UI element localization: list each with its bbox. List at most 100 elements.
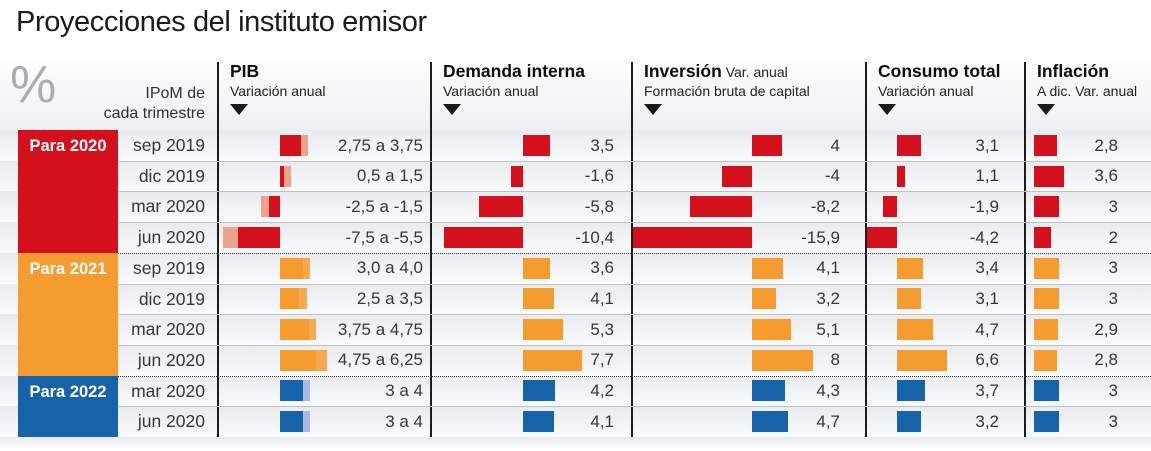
- row-axis-label: IPoM de cada trimestre: [104, 84, 205, 124]
- bar-range-tip-pib: [316, 349, 328, 371]
- bar-range-tip-pib: [299, 288, 307, 310]
- column-header-subtitle-inflacion: A dic. Var. anual: [1037, 83, 1138, 99]
- column-header-title-consumo: Consumo total: [878, 61, 1001, 81]
- bar-consumo: [897, 134, 921, 156]
- bar-range-tip-pib: [302, 380, 311, 402]
- bar-pib: [280, 257, 303, 279]
- row-date-label: jun 2020: [137, 349, 205, 370]
- row-separator-line: [118, 314, 1151, 316]
- column-header-title-demanda: Demanda interna: [443, 61, 585, 81]
- value-label-demanda: 4,2: [590, 381, 614, 401]
- value-label-pib: 2,5 a 3,5: [356, 289, 423, 308]
- value-label-inversion: -15,9: [801, 227, 840, 247]
- bar-inflacion: [1034, 380, 1059, 402]
- bar-pib: [280, 380, 303, 402]
- value-label-consumo: 3,1: [975, 289, 999, 308]
- bar-demanda: [523, 134, 550, 156]
- bar-range-tip-pib: [302, 257, 311, 279]
- group-label: Para 2022: [29, 382, 107, 401]
- bar-inversion: [752, 349, 813, 371]
- bar-inflacion: [1034, 226, 1051, 248]
- value-label-inversion: 4: [830, 135, 840, 155]
- value-label-inflacion: 2,8: [1094, 135, 1118, 155]
- bar-inversion: [752, 380, 785, 402]
- value-label-pib: 3,0 a 4,0: [356, 258, 423, 278]
- bar-pib: [280, 134, 301, 156]
- column-header-subtitle-demanda: Variación anual: [443, 83, 539, 99]
- bar-inflacion: [1034, 165, 1064, 187]
- value-label-demanda: 3,6: [590, 258, 614, 278]
- bar-range-tip-pib: [302, 411, 311, 433]
- bar-range-tip-pib: [261, 196, 269, 218]
- bar-range-tip-pib: [300, 134, 309, 156]
- bar-demanda: [443, 226, 523, 248]
- table-row: [0, 375, 1151, 407]
- row-date-label: mar 2020: [131, 380, 205, 401]
- bar-inflacion: [1034, 257, 1059, 279]
- bar-demanda: [523, 411, 555, 433]
- group-block-orange: Para 2021: [18, 252, 118, 376]
- bar-inflacion: [1034, 319, 1059, 341]
- value-label-inversion: 4,3: [816, 381, 840, 401]
- column-header-title-inversion: Inversión Var. anual: [644, 61, 788, 81]
- row-separator-line: [118, 344, 1151, 346]
- bar-inversion: [752, 257, 784, 279]
- value-label-inversion: -8,2: [810, 196, 840, 216]
- bar-inflacion: [1034, 288, 1059, 310]
- row-date-label: sep 2019: [132, 257, 205, 278]
- value-label-demanda: 3,5: [590, 135, 614, 155]
- bar-inversion: [752, 288, 777, 310]
- value-label-pib: -2,5 a -1,5: [345, 196, 424, 216]
- row-separator-line: [118, 222, 1151, 224]
- value-label-inflacion: 2,9: [1094, 319, 1118, 339]
- bar-pib: [280, 319, 309, 341]
- bar-consumo: [897, 349, 948, 371]
- row-separator-line: [118, 406, 1151, 408]
- bar-consumo: [897, 257, 923, 279]
- bar-demanda: [523, 349, 582, 371]
- bar-consumo: [897, 288, 921, 310]
- value-label-inflacion: 2: [1108, 227, 1118, 247]
- value-label-demanda: 5,3: [590, 319, 614, 339]
- column-header-subtitle-inversion: Formación bruta de capital: [644, 83, 810, 99]
- column-divider: [430, 62, 432, 437]
- bar-inversion: [752, 134, 783, 156]
- bar-inversion: [752, 319, 791, 341]
- column-marker-icon: [878, 104, 896, 115]
- table-row: [0, 314, 1151, 345]
- value-label-demanda: 7,7: [590, 350, 614, 370]
- value-label-consumo: 4,7: [975, 319, 999, 339]
- row-date-label: jun 2020: [137, 411, 205, 432]
- value-label-pib: -7,5 a -5,5: [345, 227, 424, 247]
- bar-consumo: [897, 165, 906, 187]
- bar-demanda: [523, 288, 555, 310]
- value-label-inversion: -4: [824, 166, 840, 186]
- row-axis-label-line2: cada trimestre: [103, 105, 205, 122]
- table-row: [0, 191, 1151, 223]
- bar-inflacion: [1034, 196, 1059, 218]
- column-marker-icon: [644, 104, 662, 115]
- column-header-subtitle-pib: Variación anual: [230, 83, 326, 99]
- bar-inflacion: [1034, 411, 1059, 433]
- bar-consumo: [865, 226, 897, 248]
- value-label-consumo: 1,1: [975, 166, 999, 186]
- column-header-title-pib: PIB: [230, 61, 260, 81]
- value-label-consumo: 3,2: [975, 411, 999, 431]
- value-label-demanda: 4,1: [590, 411, 614, 431]
- value-label-consumo: 3,1: [975, 135, 999, 155]
- value-label-inversion: 4,7: [816, 411, 840, 431]
- table-row: [0, 160, 1151, 192]
- value-label-inflacion: 2,8: [1094, 350, 1118, 370]
- bar-range-tip-pib: [223, 226, 239, 248]
- bar-consumo: [897, 319, 933, 341]
- table-row: [0, 252, 1151, 284]
- bar-pib: [280, 288, 299, 310]
- bar-inversion: [752, 411, 788, 433]
- value-label-inversion: 5,1: [816, 319, 840, 339]
- header-band: [0, 60, 1151, 130]
- column-divider: [865, 62, 867, 437]
- column-marker-icon: [1037, 104, 1055, 115]
- value-label-inversion: 8: [830, 350, 840, 370]
- row-separator-line: [118, 191, 1151, 193]
- value-label-inflacion: 3: [1108, 289, 1118, 308]
